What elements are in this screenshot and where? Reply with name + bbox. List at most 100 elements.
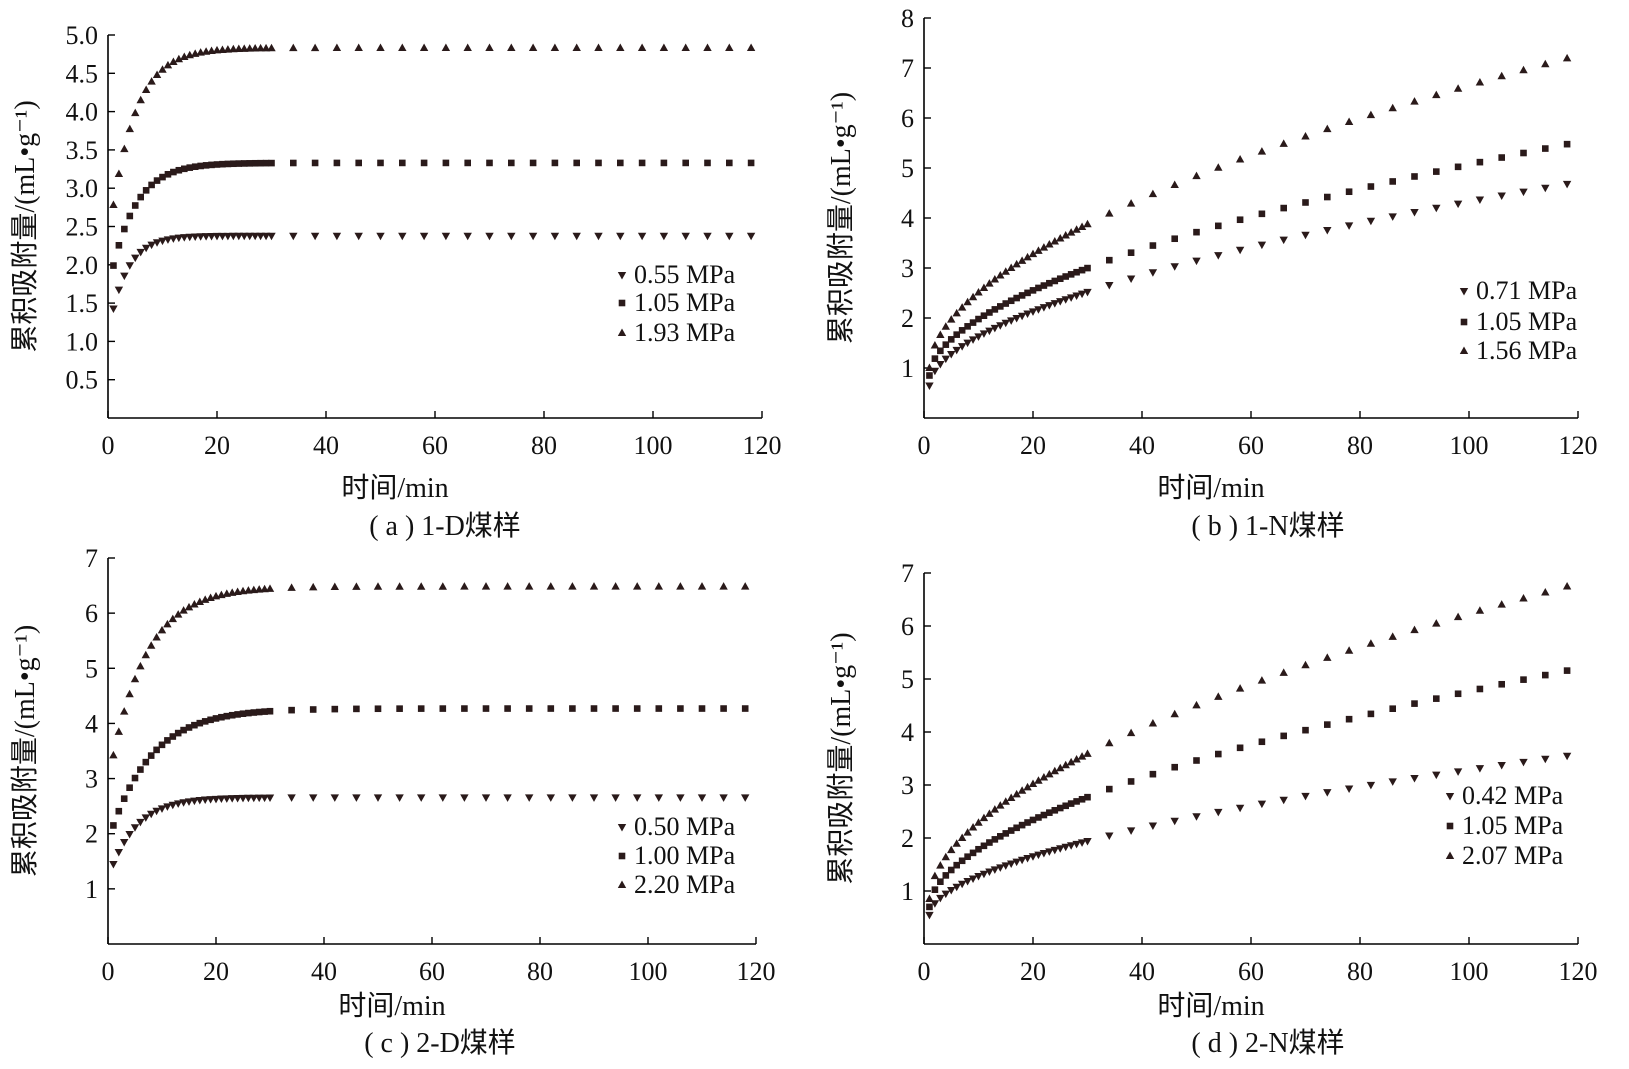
data-point — [1367, 183, 1375, 190]
data-point — [974, 333, 983, 341]
data-point — [975, 845, 982, 853]
data-point — [256, 232, 265, 241]
data-point — [1007, 793, 1016, 802]
data-point — [419, 43, 429, 52]
data-point — [191, 163, 199, 171]
data-point — [546, 582, 555, 590]
legend-marker — [618, 299, 626, 307]
data-point — [697, 794, 707, 802]
data-point — [741, 582, 750, 590]
data-point — [936, 360, 945, 369]
x-tick-label: 100 — [629, 957, 668, 986]
data-point — [1067, 271, 1075, 278]
data-point — [964, 853, 971, 860]
data-point — [463, 232, 472, 241]
data-point — [1127, 778, 1135, 785]
data-point — [125, 262, 134, 270]
data-point — [1214, 808, 1223, 817]
data-point — [1453, 84, 1463, 92]
data-point — [1050, 300, 1059, 308]
data-point — [131, 254, 140, 263]
data-point — [1050, 766, 1059, 775]
data-point — [1388, 103, 1397, 112]
y-tick-label: 5.0 — [66, 21, 99, 50]
data-point — [1541, 59, 1550, 68]
data-point — [997, 303, 1004, 310]
data-point — [525, 705, 533, 712]
data-point — [120, 707, 129, 715]
legend-marker — [617, 824, 627, 832]
data-point — [1126, 275, 1136, 283]
data-point — [1062, 273, 1069, 280]
data-point — [197, 162, 204, 170]
data-point — [1542, 671, 1549, 679]
data-point — [1258, 210, 1266, 218]
data-point — [157, 625, 167, 634]
data-point — [1475, 606, 1485, 614]
panel-c: 0 20 40 60 80 100 120 1 2 3 4 5 6 7 累积吸附量/(mL•g⁻¹) 时间/m… — [9, 544, 776, 1059]
data-point — [240, 44, 249, 52]
data-point — [190, 599, 199, 608]
legend-marker — [617, 328, 627, 336]
data-point — [550, 232, 560, 241]
data-point — [1105, 832, 1114, 841]
y-tick-label: 2 — [901, 304, 914, 333]
data-point — [395, 582, 404, 590]
y-tick-label: 1 — [901, 877, 914, 906]
data-point — [1072, 292, 1081, 300]
data-point — [395, 794, 404, 802]
data-point — [1388, 778, 1397, 786]
data-point — [219, 160, 226, 168]
data-point — [589, 794, 599, 802]
data-point — [547, 705, 555, 712]
legend-marker — [617, 880, 627, 888]
data-point — [952, 839, 961, 847]
data-point — [1061, 760, 1070, 769]
data-point — [952, 883, 961, 892]
data-point — [439, 705, 447, 712]
x-tick-label: 0 — [102, 957, 115, 986]
x-tick-label: 20 — [203, 957, 229, 986]
data-point — [191, 721, 198, 729]
data-point — [703, 232, 712, 241]
data-point — [1148, 822, 1158, 830]
data-point — [979, 283, 989, 291]
data-point — [1170, 180, 1179, 188]
data-point — [309, 794, 318, 802]
y-tick-label: 1 — [85, 875, 98, 904]
data-point — [153, 746, 160, 754]
data-point — [1078, 795, 1086, 803]
data-point — [1039, 772, 1049, 781]
data-point — [126, 212, 134, 220]
data-point — [1056, 275, 1064, 283]
data-point — [990, 275, 1000, 283]
data-point — [147, 241, 156, 250]
data-point — [1105, 738, 1114, 747]
data-point — [260, 794, 269, 803]
data-point — [996, 801, 1005, 809]
data-point — [936, 861, 945, 869]
data-point — [996, 322, 1005, 330]
data-point — [1389, 178, 1396, 185]
data-point — [1192, 257, 1201, 266]
data-point — [936, 894, 945, 903]
data-point — [121, 225, 128, 233]
data-point — [417, 705, 425, 712]
data-point — [1050, 846, 1059, 855]
x-tick-label: 60 — [1238, 957, 1264, 986]
y-tick-label: 4.5 — [66, 59, 99, 88]
y-tick-label: 3 — [901, 254, 914, 283]
x-axis-title: 时间/min — [341, 472, 448, 504]
data-point — [482, 705, 490, 712]
data-point — [1023, 855, 1032, 863]
legend-marker — [1445, 793, 1455, 801]
data-point — [174, 234, 184, 243]
data-point — [158, 237, 167, 246]
data-point — [240, 232, 249, 241]
data-point — [947, 351, 956, 359]
data-point — [1007, 860, 1016, 868]
data-point — [180, 726, 187, 734]
data-point — [1007, 827, 1015, 834]
data-point — [460, 582, 469, 590]
data-point — [1214, 692, 1223, 700]
